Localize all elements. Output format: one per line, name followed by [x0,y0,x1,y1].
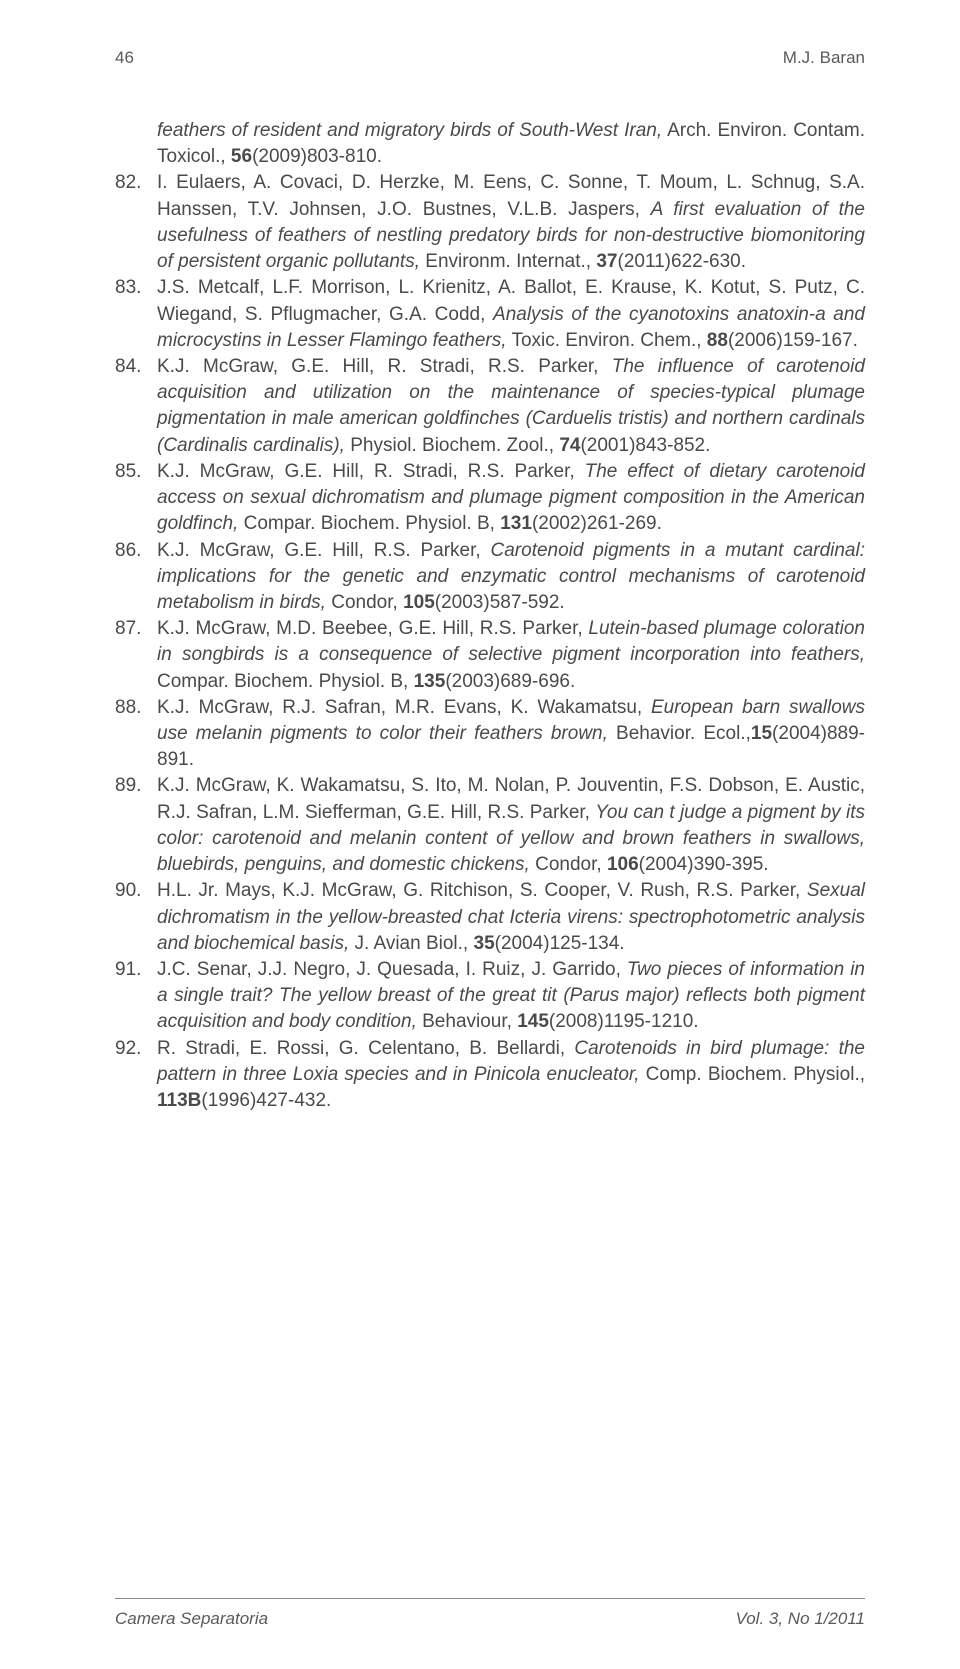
reference-number: 83. [115,275,157,354]
reference-text: R. Stradi, E. Rossi, G. Celentano, B. Be… [157,1036,865,1115]
reference-item: 90.H.L. Jr. Mays, K.J. McGraw, G. Ritchi… [115,878,865,957]
header-author: M.J. Baran [783,48,865,68]
reference-number: 85. [115,459,157,538]
page-header: 46 M.J. Baran [115,48,865,68]
reference-item: 86.K.J. McGraw, G.E. Hill, R.S. Parker, … [115,538,865,617]
reference-text: K.J. McGraw, M.D. Beebee, G.E. Hill, R.S… [157,616,865,695]
reference-number: 89. [115,773,157,878]
reference-number: 86. [115,538,157,617]
reference-item: 91.J.C. Senar, J.J. Negro, J. Quesada, I… [115,957,865,1036]
reference-item: 89.K.J. McGraw, K. Wakamatsu, S. Ito, M.… [115,773,865,878]
reference-text: H.L. Jr. Mays, K.J. McGraw, G. Ritchison… [157,878,865,957]
references-content: feathers of resident and migratory birds… [115,118,865,1114]
reference-text: K.J. McGraw, G.E. Hill, R.S. Parker, Car… [157,538,865,617]
reference-item: 83.J.S. Metcalf, L.F. Morrison, L. Krien… [115,275,865,354]
reference-text: K.J. McGraw, G.E. Hill, R. Stradi, R.S. … [157,459,865,538]
ref-continuation: feathers of resident and migratory birds… [115,118,865,170]
reference-number: 87. [115,616,157,695]
reference-number: 84. [115,354,157,459]
reference-number: 90. [115,878,157,957]
reference-number: 82. [115,170,157,275]
reference-text: J.C. Senar, J.J. Negro, J. Quesada, I. R… [157,957,865,1036]
reference-item: 88.K.J. McGraw, R.J. Safran, M.R. Evans,… [115,695,865,774]
reference-text: I. Eulaers, A. Covaci, D. Herzke, M. Een… [157,170,865,275]
reference-number: 91. [115,957,157,1036]
reference-item: 87.K.J. McGraw, M.D. Beebee, G.E. Hill, … [115,616,865,695]
reference-number: 92. [115,1036,157,1115]
page-footer: Camera Separatoria Vol. 3, No 1/2011 [115,1598,865,1629]
reference-text: J.S. Metcalf, L.F. Morrison, L. Krienitz… [157,275,865,354]
reference-list: 82.I. Eulaers, A. Covaci, D. Herzke, M. … [115,170,865,1114]
reference-item: 85.K.J. McGraw, G.E. Hill, R. Stradi, R.… [115,459,865,538]
reference-text: K.J. McGraw, K. Wakamatsu, S. Ito, M. No… [157,773,865,878]
reference-item: 82.I. Eulaers, A. Covaci, D. Herzke, M. … [115,170,865,275]
footer-volume: Vol. 3, No 1/2011 [736,1609,865,1629]
footer-journal: Camera Separatoria [115,1609,268,1629]
reference-item: 92.R. Stradi, E. Rossi, G. Celentano, B.… [115,1036,865,1115]
reference-number: 88. [115,695,157,774]
page-number: 46 [115,48,134,68]
reference-text: K.J. McGraw, R.J. Safran, M.R. Evans, K.… [157,695,865,774]
reference-item: 84.K.J. McGraw, G.E. Hill, R. Stradi, R.… [115,354,865,459]
reference-text: K.J. McGraw, G.E. Hill, R. Stradi, R.S. … [157,354,865,459]
